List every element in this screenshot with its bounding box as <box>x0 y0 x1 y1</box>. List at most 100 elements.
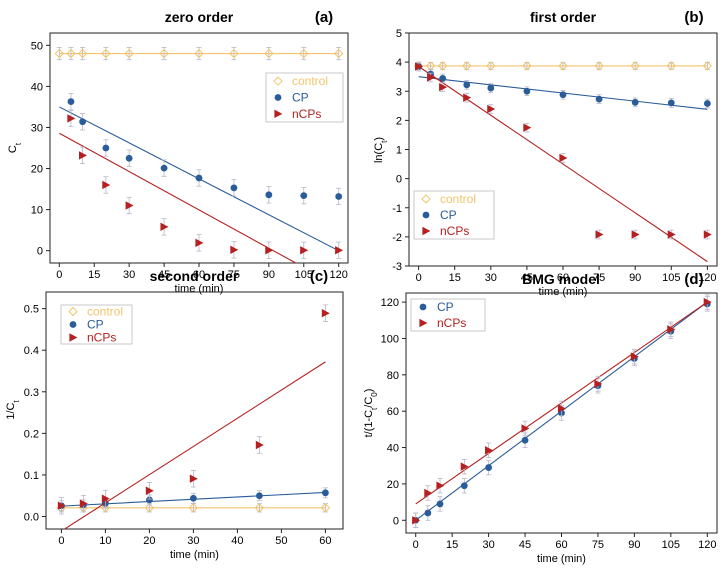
legend-label-ncps: nCPs <box>292 107 321 121</box>
data-point-control <box>462 61 472 71</box>
data-point-control <box>702 61 713 71</box>
data-point-control <box>144 503 155 513</box>
data-point-cp <box>523 87 531 95</box>
x-tick-label: 105 <box>662 539 680 551</box>
y-tick-label: 5 <box>396 28 402 40</box>
y-axis-label: ln(Ct) <box>373 137 389 163</box>
data-point-ncps <box>667 325 676 334</box>
legend-label-control: control <box>87 305 123 319</box>
data-point-cp <box>79 118 86 126</box>
x-tick-label: 0 <box>56 269 62 281</box>
x-tick-label: 60 <box>555 539 567 551</box>
data-point-ncps <box>463 93 472 102</box>
legend-marker-ncps <box>69 333 78 342</box>
data-point-control <box>594 61 604 71</box>
legend: CP nCPs <box>410 298 486 332</box>
data-point-ncps <box>439 82 448 92</box>
x-tick-label: 60 <box>193 269 205 281</box>
data-point-ncps <box>427 73 436 82</box>
y-tick-label: 120 <box>381 297 399 309</box>
y-tick-label: 60 <box>387 406 399 418</box>
data-point-cp <box>300 192 308 200</box>
data-point-control <box>229 48 239 59</box>
x-tick-label: 50 <box>275 535 287 547</box>
data-point-control <box>486 61 496 71</box>
data-point-ncps <box>195 238 204 248</box>
x-tick-label: 0 <box>416 272 422 284</box>
data-point-ncps <box>79 499 88 508</box>
x-tick-label: 75 <box>228 269 240 281</box>
data-point-cp <box>256 492 263 500</box>
data-point-cp <box>460 482 468 490</box>
series-control <box>413 61 713 71</box>
x-tick-label: 30 <box>482 539 494 551</box>
data-point-ncps <box>594 379 603 389</box>
series-control <box>54 46 344 61</box>
y-tick-label: 0 <box>393 515 399 527</box>
x-tick-label: 40 <box>231 535 243 547</box>
data-point-ncps <box>487 104 496 114</box>
x-tick-label: 30 <box>187 535 199 547</box>
y-tick-label: 4 <box>396 57 402 69</box>
series-cp <box>415 61 711 110</box>
series-ncps <box>412 294 712 528</box>
data-point-ncps <box>160 222 169 232</box>
y-tick-label: -2 <box>392 232 402 244</box>
data-point-cp <box>146 496 153 504</box>
y-tick-label: 40 <box>387 443 399 455</box>
x-tick-label: 75 <box>592 539 604 551</box>
y-tick-label: -1 <box>392 203 402 215</box>
data-point-ncps <box>523 123 532 132</box>
x-tick-label: 90 <box>628 539 640 551</box>
data-point-cp <box>703 100 711 107</box>
data-point-cp <box>521 436 529 444</box>
data-point-ncps <box>265 246 274 255</box>
x-axis-label: time (min) <box>175 283 224 295</box>
legend-marker-cp <box>69 321 77 328</box>
data-point-ncps <box>78 151 87 160</box>
data-point-ncps <box>230 245 239 255</box>
legend-marker-ncps <box>422 226 431 236</box>
legend-marker-cp <box>422 211 430 219</box>
legend-marker-control <box>421 194 431 204</box>
data-point-control <box>333 48 344 59</box>
y-tick-label: 0 <box>396 174 402 186</box>
data-point-control <box>101 48 111 59</box>
y-tick-label: 50 <box>31 40 43 52</box>
data-point-ncps <box>557 404 566 413</box>
x-axis-label: time (min) <box>537 553 586 565</box>
data-point-ncps <box>255 440 264 450</box>
panel-label: (b) <box>684 9 703 26</box>
x-tick-label: 105 <box>662 272 680 284</box>
panel-title: zero order <box>165 9 234 25</box>
legend-marker-cp <box>274 94 282 101</box>
data-point-cp <box>102 144 110 152</box>
panel-first-order: first order (b)0 15 30 45 60 75 90 105 120-3-2-10… <box>373 9 718 298</box>
data-point-control <box>124 48 134 59</box>
y-tick-label: 0.1 <box>24 470 39 482</box>
data-point-cp <box>160 164 168 172</box>
legend-label-cp: CP <box>440 208 457 222</box>
legend-label-ncps: nCPs <box>437 316 466 330</box>
data-point-cp <box>439 75 447 82</box>
x-tick-label: 30 <box>123 269 135 281</box>
data-point-ncps <box>460 462 469 471</box>
x-tick-label: 0 <box>58 535 64 547</box>
legend-label-cp: CP <box>87 318 104 332</box>
panel-label: (c) <box>310 268 328 285</box>
data-point-ncps <box>703 230 712 239</box>
data-point-cp <box>230 184 238 192</box>
data-point-control <box>188 503 199 513</box>
legend-marker-ncps <box>419 318 428 328</box>
legend-marker-cp <box>419 303 427 311</box>
data-point-ncps <box>485 446 494 455</box>
panel-title: BMG model <box>522 271 600 287</box>
panel-title: first order <box>530 9 597 25</box>
y-tick-label: 100 <box>381 333 399 345</box>
y-tick-label: 20 <box>387 479 399 491</box>
data-point-cp <box>559 91 567 99</box>
data-point-cp <box>67 98 75 105</box>
